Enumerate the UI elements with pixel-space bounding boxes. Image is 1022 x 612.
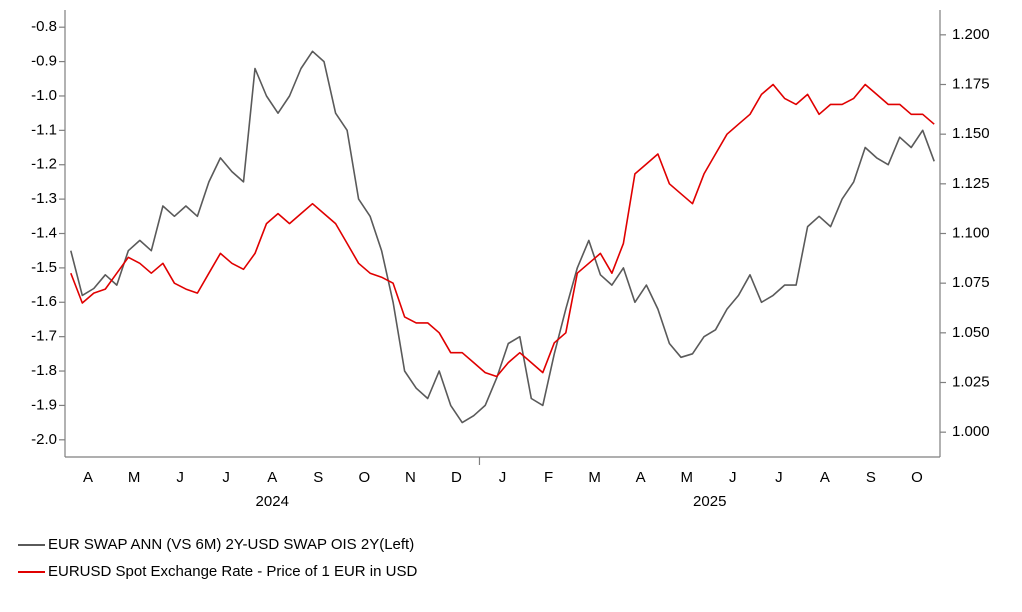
y-tick-label: -1.7 (31, 328, 57, 345)
y-tick-label: -1.5 (31, 259, 57, 276)
x-tick-label: M (680, 469, 693, 486)
y2-tick-label: 1.000 (952, 423, 990, 440)
year-label: 2025 (693, 493, 726, 510)
x-tick-label: J (499, 469, 507, 486)
y-tick-label: -2.0 (31, 431, 57, 448)
x-tick-label: A (636, 469, 646, 486)
x-tick-label: M (588, 469, 601, 486)
y2-tick-label: 1.175 (952, 75, 990, 92)
y-tick-label: -1.8 (31, 362, 57, 379)
x-tick-label: S (866, 469, 876, 486)
x-tick-label: J (222, 469, 230, 486)
x-tick-label: F (544, 469, 553, 486)
y-tick-label: -0.9 (31, 53, 57, 70)
y-tick-label: -0.8 (31, 18, 57, 35)
legend-label: EUR SWAP ANN (VS 6M) 2Y-USD SWAP OIS 2Y(… (48, 536, 414, 553)
y-tick-label: -1.4 (31, 224, 57, 241)
y2-tick-label: 1.075 (952, 274, 990, 291)
x-tick-label: S (313, 469, 323, 486)
x-tick-label: M (128, 469, 141, 486)
y2-tick-label: 1.100 (952, 224, 990, 241)
y2-tick-label: 1.050 (952, 324, 990, 341)
y-tick-label: -1.1 (31, 121, 57, 138)
x-tick-label: N (405, 469, 416, 486)
y2-tick-label: 1.200 (952, 26, 990, 43)
x-tick-label: A (267, 469, 277, 486)
x-tick-label: A (83, 469, 93, 486)
y-tick-label: -1.9 (31, 396, 57, 413)
x-tick-label: J (775, 469, 783, 486)
x-tick-label: J (729, 469, 737, 486)
y2-tick-label: 1.125 (952, 175, 990, 192)
y-tick-label: -1.6 (31, 293, 57, 310)
x-tick-label: D (451, 469, 462, 486)
year-label: 2024 (256, 493, 289, 510)
y-tick-label: -1.2 (31, 156, 57, 173)
y-tick-label: -1.0 (31, 87, 57, 104)
y-tick-label: -1.3 (31, 190, 57, 207)
series-line (70, 50, 935, 424)
x-tick-label: O (359, 469, 371, 486)
legend-label: EURUSD Spot Exchange Rate - Price of 1 E… (48, 563, 417, 580)
x-tick-label: O (911, 469, 923, 486)
y2-tick-label: 1.025 (952, 373, 990, 390)
series-line (70, 83, 935, 378)
x-tick-label: A (820, 469, 830, 486)
x-tick-label: J (176, 469, 184, 486)
y2-tick-label: 1.150 (952, 125, 990, 142)
